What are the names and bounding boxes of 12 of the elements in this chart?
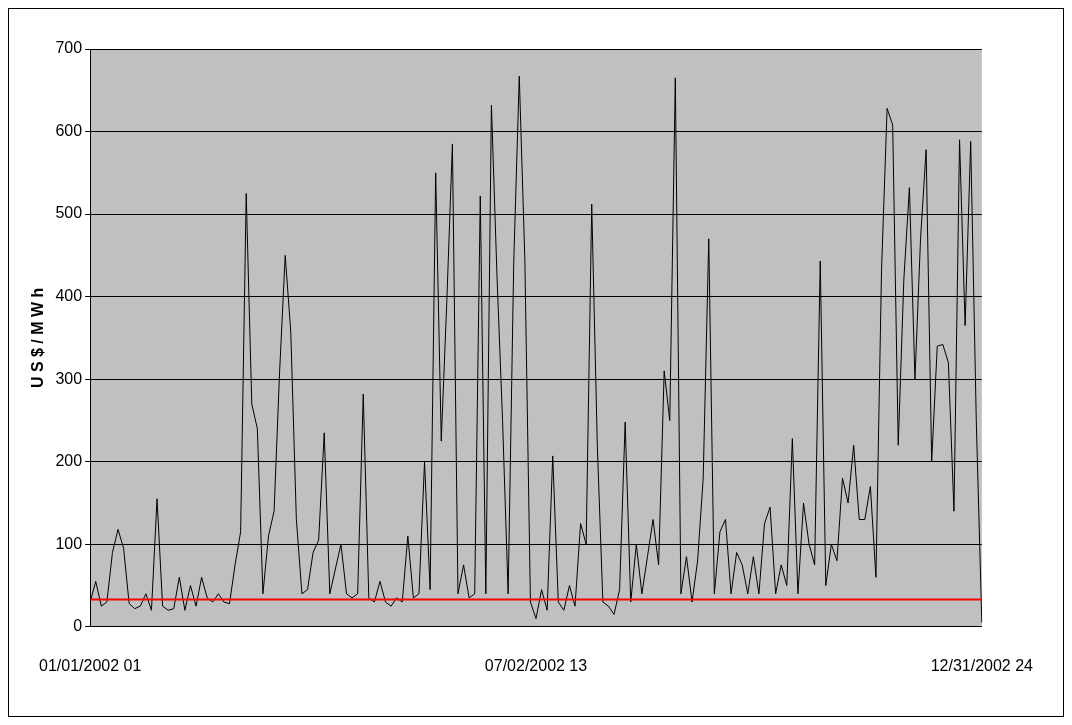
y-tick-label: 100 xyxy=(55,534,83,552)
y-tick-label: 0 xyxy=(73,617,83,635)
y-tick-label: 400 xyxy=(55,287,83,305)
x-tick-label: 01/01/2002 01 xyxy=(39,656,142,674)
x-tick-label: 07/02/2002 13 xyxy=(484,656,588,674)
y-tick-label: 500 xyxy=(55,204,83,222)
y-tick-label: 200 xyxy=(55,452,83,470)
y-tick-label: 600 xyxy=(55,121,83,139)
x-tick-label: 12/31/2002 24 xyxy=(930,656,1034,674)
y-tick-label: 700 xyxy=(55,39,83,57)
y-tick-label: 300 xyxy=(55,369,83,387)
y-axis-title: U S $ / M W h xyxy=(29,287,47,389)
